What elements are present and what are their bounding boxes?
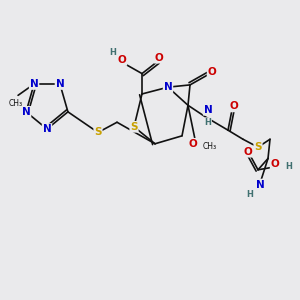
Text: S: S: [254, 142, 262, 152]
Text: N: N: [22, 107, 31, 117]
Text: CH₃: CH₃: [203, 142, 217, 151]
Text: O: O: [244, 147, 252, 157]
Text: O: O: [154, 53, 164, 63]
Text: S: S: [94, 128, 102, 137]
Text: S: S: [130, 122, 138, 132]
Text: H: H: [110, 48, 116, 57]
Text: N: N: [43, 124, 51, 134]
Text: N: N: [30, 79, 38, 89]
Text: O: O: [208, 68, 216, 77]
Text: N: N: [204, 105, 212, 115]
Text: N: N: [56, 79, 64, 89]
Text: H: H: [205, 118, 212, 127]
Text: N: N: [164, 82, 172, 92]
Text: O: O: [189, 139, 197, 149]
Text: H: H: [285, 162, 292, 171]
Text: CH₃: CH₃: [9, 99, 23, 108]
Text: O: O: [230, 101, 238, 111]
Text: O: O: [271, 159, 279, 169]
Text: H: H: [247, 190, 254, 199]
Text: O: O: [118, 55, 126, 65]
Text: N: N: [256, 179, 264, 190]
